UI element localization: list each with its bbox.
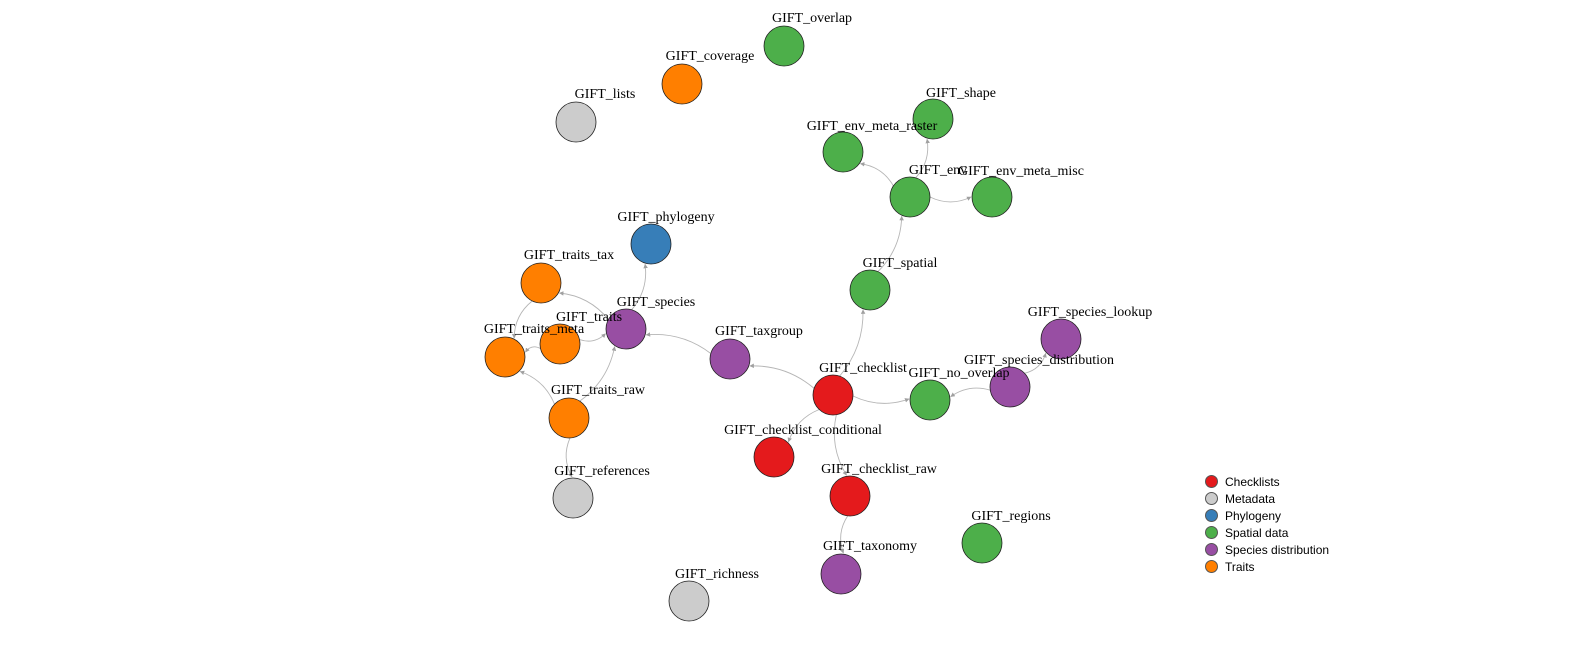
- node-gift-env-meta-misc[interactable]: [971, 176, 1013, 218]
- edge-gift-checklist-to-gift-taxgroup: [749, 363, 815, 389]
- edge-gift-checklist-to-gift-checklist-raw: [833, 414, 847, 476]
- legend-item-metadata: Metadata: [1205, 490, 1329, 507]
- edge-gift-species-distribution-to-gift-no-overlap: [950, 387, 991, 398]
- edge-gift-species-to-gift-phylogeny: [631, 263, 648, 311]
- node-gift-taxgroup[interactable]: [709, 338, 751, 380]
- node-label-gift-checklist-conditional: GIFT_checklist_conditional: [724, 423, 882, 438]
- nodes-layer: [484, 25, 1082, 622]
- edge-gift-taxgroup-to-gift-species: [645, 332, 712, 354]
- node-gift-coverage[interactable]: [661, 63, 703, 105]
- node-gift-species-lookup[interactable]: [1040, 318, 1082, 360]
- edge-gift-traits-to-gift-species: [579, 333, 606, 342]
- edge-gift-traits-tax-to-gift-traits-meta: [511, 300, 533, 339]
- node-label-gift-species-distribution: GIFT_species_distribution: [964, 353, 1114, 368]
- node-gift-richness[interactable]: [668, 580, 710, 622]
- legend-swatch-icon: [1205, 560, 1218, 573]
- edge-gift-env-to-gift-shape: [915, 138, 930, 179]
- node-label-gift-species-lookup: GIFT_species_lookup: [1028, 305, 1152, 320]
- node-label-gift-taxgroup: GIFT_taxgroup: [715, 324, 803, 339]
- edge-gift-traits-to-gift-traits-meta: [525, 346, 541, 353]
- legend-label: Species distribution: [1225, 542, 1330, 557]
- node-gift-checklist-conditional[interactable]: [753, 436, 795, 478]
- node-label-gift-checklist: GIFT_checklist: [819, 361, 907, 376]
- labels-layer: GIFT_overlap GIFT_coverage GIFT_lists GIFT_…: [484, 11, 1152, 582]
- node-label-gift-traits: GIFT_traits: [556, 310, 622, 325]
- legend-swatch-icon: [1205, 526, 1218, 539]
- node-gift-species[interactable]: [605, 308, 647, 350]
- legend-swatch-icon: [1205, 475, 1218, 488]
- legend-swatch-icon: [1205, 492, 1218, 505]
- node-gift-spatial[interactable]: [849, 269, 891, 311]
- node-label-gift-traits-meta: GIFT_traits_meta: [484, 322, 585, 337]
- node-label-gift-references: GIFT_references: [554, 464, 650, 479]
- edge-gift-spatial-to-gift-env: [877, 215, 904, 272]
- edge-gift-checklist-to-gift-no-overlap: [852, 395, 910, 404]
- legend-label: Metadata: [1225, 491, 1276, 506]
- node-label-gift-traits-raw: GIFT_traits_raw: [551, 383, 646, 398]
- node-gift-species-distribution[interactable]: [989, 366, 1031, 408]
- node-gift-traits-raw[interactable]: [548, 397, 590, 439]
- edge-gift-species-distribution-to-gift-species-lookup: [1024, 352, 1047, 374]
- node-gift-traits-tax[interactable]: [520, 262, 562, 304]
- legend-label: Traits: [1225, 559, 1255, 574]
- node-gift-env[interactable]: [889, 176, 931, 218]
- node-label-gift-shape: GIFT_shape: [926, 86, 996, 101]
- node-label-gift-species: GIFT_species: [617, 295, 696, 310]
- node-gift-lists[interactable]: [555, 101, 597, 143]
- node-gift-phylogeny[interactable]: [630, 223, 672, 265]
- node-label-gift-overlap: GIFT_overlap: [772, 11, 852, 26]
- edge-gift-traits-raw-to-gift-species: [579, 346, 617, 402]
- legend-swatch-icon: [1205, 509, 1218, 522]
- node-gift-traits[interactable]: [539, 323, 581, 365]
- node-label-gift-lists: GIFT_lists: [575, 87, 636, 102]
- legend-item-species-distribution: Species distribution: [1205, 541, 1329, 558]
- legend: Checklists Metadata Phylogeny Spatial data S…: [1205, 473, 1329, 575]
- node-gift-checklist[interactable]: [812, 374, 854, 416]
- legend-label: Checklists: [1225, 474, 1280, 489]
- node-label-gift-phylogeny: GIFT_phylogeny: [617, 210, 714, 225]
- edge-gift-traits-raw-to-gift-traits-meta: [519, 370, 555, 405]
- edge-gift-checklist-to-gift-checklist-conditional: [787, 409, 820, 443]
- node-gift-shape[interactable]: [912, 98, 954, 140]
- node-label-gift-richness: GIFT_richness: [675, 567, 759, 582]
- node-gift-no-overlap[interactable]: [909, 379, 951, 421]
- legend-item-phylogeny: Phylogeny: [1205, 507, 1329, 524]
- node-label-gift-spatial: GIFT_spatial: [863, 256, 938, 271]
- legend-item-spatial: Spatial data: [1205, 524, 1329, 541]
- node-label-gift-env: GIFT_env: [909, 163, 967, 178]
- node-label-gift-traits-tax: GIFT_traits_tax: [524, 248, 614, 263]
- edge-gift-species-to-gift-traits-tax: [559, 291, 609, 320]
- edge-gift-env-to-gift-env-meta-misc: [929, 196, 972, 203]
- node-gift-traits-meta[interactable]: [484, 336, 526, 378]
- edge-gift-traits-raw-to-gift-references: [565, 437, 573, 478]
- node-gift-taxonomy[interactable]: [820, 553, 862, 595]
- node-label-gift-regions: GIFT_regions: [971, 509, 1050, 524]
- edge-gift-checklist-raw-to-gift-taxonomy: [839, 515, 849, 554]
- edge-gift-checklist-to-gift-spatial: [839, 309, 866, 377]
- node-label-gift-coverage: GIFT_coverage: [666, 49, 755, 64]
- node-gift-references[interactable]: [552, 477, 594, 519]
- legend-item-checklists: Checklists: [1205, 473, 1329, 490]
- edges-layer: [511, 138, 1047, 554]
- node-gift-checklist-raw[interactable]: [829, 475, 871, 517]
- node-label-gift-env-meta-misc: GIFT_env_meta_misc: [958, 164, 1084, 179]
- node-gift-regions[interactable]: [961, 522, 1003, 564]
- edge-gift-env-to-gift-env-meta-raster: [859, 162, 894, 187]
- node-label-gift-env-meta-raster: GIFT_env_meta_raster: [807, 119, 938, 134]
- node-label-gift-checklist-raw: GIFT_checklist_raw: [821, 462, 938, 477]
- node-gift-overlap[interactable]: [763, 25, 805, 67]
- legend-swatch-icon: [1205, 543, 1218, 556]
- node-gift-env-meta-raster[interactable]: [822, 131, 864, 173]
- legend-label: Phylogeny: [1225, 508, 1282, 523]
- node-label-gift-taxonomy: GIFT_taxonomy: [823, 539, 917, 554]
- legend-item-traits: Traits: [1205, 558, 1329, 575]
- node-label-gift-no-overlap: GIFT_no_overlap: [908, 366, 1009, 381]
- legend-label: Spatial data: [1225, 525, 1289, 540]
